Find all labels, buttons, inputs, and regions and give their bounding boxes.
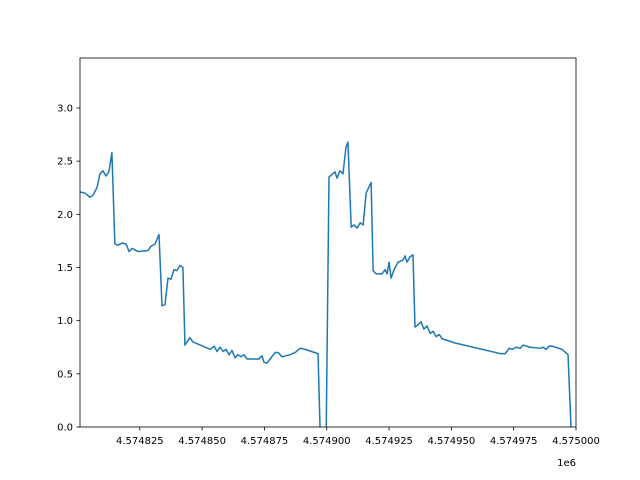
y-tick-label: 1.0: [57, 316, 73, 327]
y-tick-label: 0.5: [57, 369, 73, 380]
offset-text: 1e6: [557, 458, 576, 469]
x-tick-label: 4.574875: [241, 436, 289, 447]
y-tick-label: 0.0: [57, 423, 73, 434]
y-tick-label: 2.0: [57, 210, 73, 221]
x-tick-label: 4.574900: [303, 436, 351, 447]
x-tick-label: 4.575000: [552, 436, 600, 447]
axes-frame: [79, 57, 577, 428]
y-tick-label: 1.5: [57, 263, 73, 274]
y-tick-label: 3.0: [57, 103, 73, 114]
y-tick-label: 2.5: [57, 157, 73, 168]
x-tick-label: 4.574825: [116, 436, 164, 447]
line: [80, 141, 572, 427]
x-tick-label: 4.574925: [365, 436, 413, 447]
x-tick-label: 4.574975: [490, 436, 538, 447]
x-tick-label: 4.574850: [178, 436, 226, 447]
x-tick-label: 4.574950: [428, 436, 476, 447]
